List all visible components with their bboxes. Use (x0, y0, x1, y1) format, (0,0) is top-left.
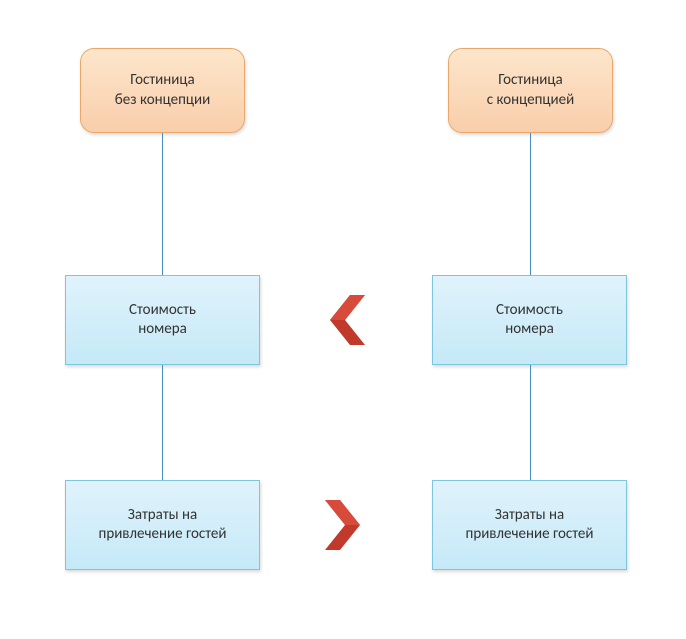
connector-left-1 (162, 133, 163, 275)
node-left-mid-line1: Стоимость (129, 301, 196, 319)
node-left-top: Гостиница без концепции (80, 48, 245, 133)
connector-left-2 (162, 365, 163, 480)
node-left-mid: Стоимость номера (65, 275, 260, 365)
node-left-bot: Затраты на привлечение гостей (65, 480, 260, 570)
node-right-bot-line2: привлечение гостей (466, 525, 594, 543)
node-right-top-line2: с концепцией (487, 91, 574, 109)
connector-right-1 (530, 133, 531, 275)
node-right-mid: Стоимость номера (432, 275, 627, 365)
node-right-mid-line2: номера (505, 320, 554, 338)
node-left-top-line1: Гостиница (130, 71, 194, 89)
node-right-top: Гостиница с концепцией (448, 48, 613, 133)
node-right-mid-line1: Стоимость (496, 301, 563, 319)
node-left-bot-line1: Затраты на (128, 506, 197, 524)
node-right-bot-line1: Затраты на (495, 506, 564, 524)
chevron-greater-than-icon (325, 500, 365, 550)
node-right-bot: Затраты на привлечение гостей (432, 480, 627, 570)
node-right-top-line1: Гостиница (498, 71, 562, 89)
connector-right-2 (530, 365, 531, 480)
node-left-mid-line2: номера (138, 320, 187, 338)
chevron-less-than-icon (325, 295, 365, 345)
node-left-bot-line2: привлечение гостей (99, 525, 227, 543)
node-left-top-line2: без концепции (115, 91, 210, 109)
